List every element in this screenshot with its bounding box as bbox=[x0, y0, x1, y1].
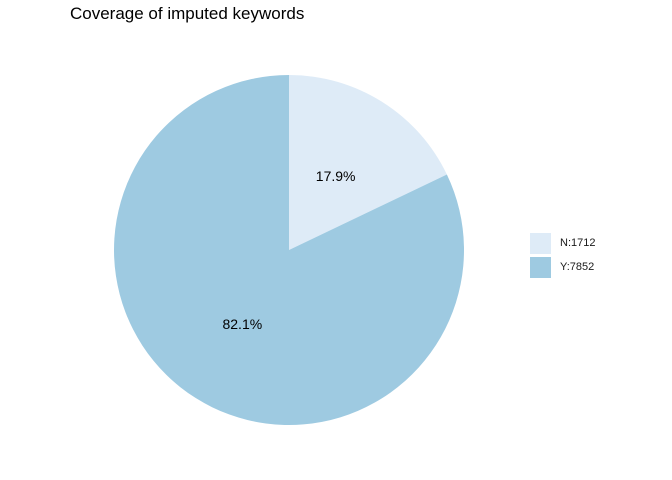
legend-label-y: Y:7852 bbox=[560, 261, 595, 273]
pie-label-y: 82.1% bbox=[222, 316, 262, 332]
pie-label-n: 17.9% bbox=[316, 168, 356, 184]
legend: N:1712 Y:7852 bbox=[530, 231, 595, 279]
legend-item-y: Y:7852 bbox=[530, 255, 595, 279]
legend-item-n: N:1712 bbox=[530, 231, 595, 255]
pie-slice-y bbox=[114, 75, 465, 425]
pie-slice-n bbox=[289, 75, 447, 250]
legend-key-y bbox=[530, 256, 551, 278]
legend-label-n: N:1712 bbox=[560, 237, 596, 249]
chart-title: Coverage of imputed keywords bbox=[70, 4, 305, 23]
legend-key-n bbox=[530, 232, 551, 254]
